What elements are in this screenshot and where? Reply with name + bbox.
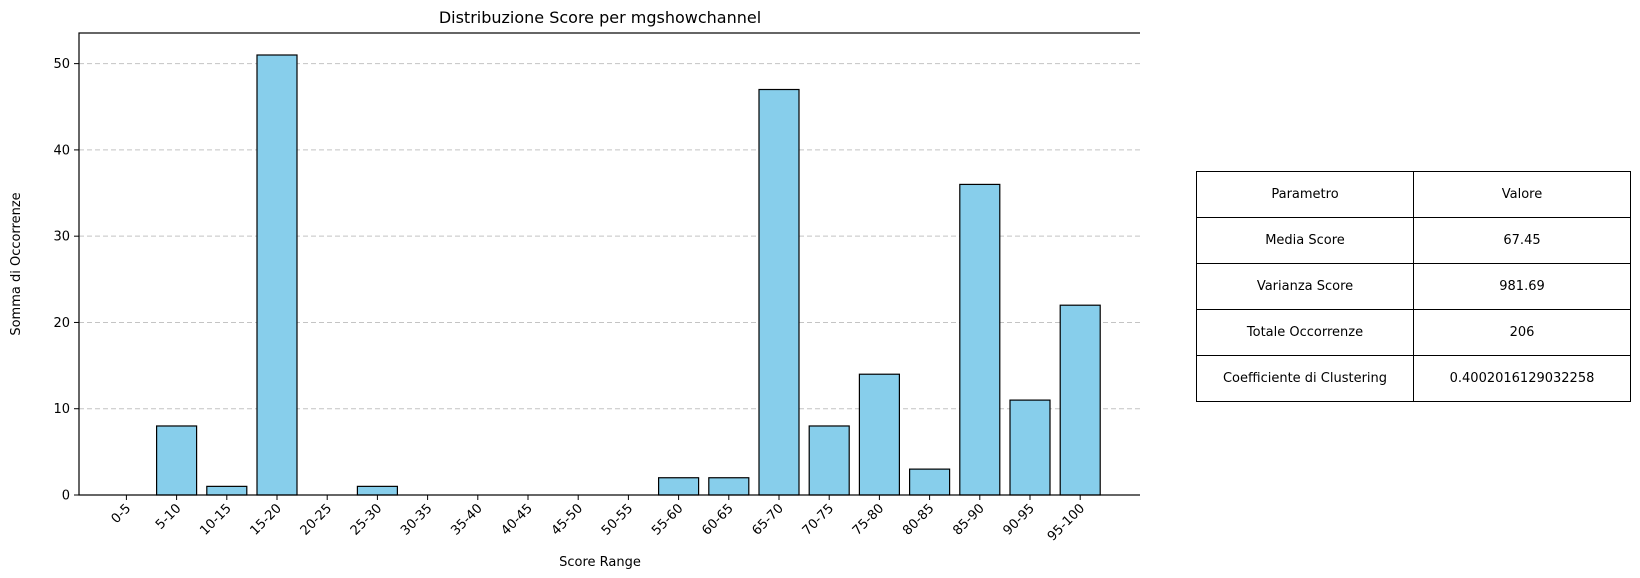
bar-90-95 bbox=[1009, 399, 1051, 496]
x-tick-label: 55-60 bbox=[649, 501, 686, 538]
table-cell-param: Media Score bbox=[1196, 217, 1414, 264]
x-tick-label: 50-55 bbox=[599, 501, 636, 538]
x-tick-label: 30-35 bbox=[398, 501, 435, 538]
bar-25-30 bbox=[356, 485, 398, 496]
x-tick-label: 25-30 bbox=[348, 501, 385, 538]
y-tick-label: 0 bbox=[62, 489, 70, 504]
grid-lines bbox=[79, 63, 1140, 410]
chart-title: Distribuzione Score per mgshowchannel bbox=[439, 8, 761, 27]
bar-10-15 bbox=[206, 485, 248, 496]
y-axis-label: Somma di Occorrenze bbox=[9, 192, 24, 335]
x-tick-label: 10-15 bbox=[197, 501, 234, 538]
bar-80-85 bbox=[908, 468, 951, 496]
table-header-row: Parametro Valore bbox=[1196, 171, 1631, 218]
table-cell-value: 206 bbox=[1413, 309, 1631, 356]
bar-5-10 bbox=[156, 425, 198, 496]
x-axis: 0-5 5-10 10-15 15-20 20-25 25-30 30-35 35-40 40-… bbox=[109, 495, 1088, 544]
table-row: Varianza Score 981.69 bbox=[1196, 263, 1631, 310]
table-cell-value: 981.69 bbox=[1413, 263, 1631, 310]
x-tick-label: 20-25 bbox=[298, 501, 335, 538]
x-tick-label: 70-75 bbox=[800, 501, 837, 538]
x-tick-label: 95-100 bbox=[1045, 501, 1088, 544]
table-cell-value: 67.45 bbox=[1413, 217, 1631, 264]
x-tick-label: 85-90 bbox=[950, 501, 987, 538]
x-tick-label: 75-80 bbox=[850, 501, 887, 538]
table-cell-param: Totale Occorrenze bbox=[1196, 309, 1414, 356]
bar-55-60 bbox=[657, 477, 700, 496]
table-row: Media Score 67.45 bbox=[1196, 217, 1631, 264]
x-tick-label: 15-20 bbox=[248, 501, 285, 538]
y-tick-label: 50 bbox=[53, 57, 70, 72]
bars bbox=[156, 54, 1101, 496]
y-tick-label: 30 bbox=[53, 230, 70, 245]
y-tick-label: 20 bbox=[53, 316, 70, 331]
bar-70-75 bbox=[808, 425, 850, 496]
y-tick-label: 40 bbox=[53, 143, 70, 158]
bar-95-100 bbox=[1059, 304, 1101, 496]
plot-frame bbox=[78, 32, 1140, 496]
table-cell-value: 0.4002016129032258 bbox=[1413, 355, 1631, 402]
bar-60-65 bbox=[708, 477, 750, 496]
table-row: Totale Occorrenze 206 bbox=[1196, 309, 1631, 356]
x-tick-label: 65-70 bbox=[750, 501, 787, 538]
bar-chart: 0 10 20 30 40 50 0-5 5-10 10-15 15-20 20-25 25-30 3… bbox=[9, 8, 1140, 570]
x-tick-label: 5-10 bbox=[153, 501, 184, 532]
bar-15-20 bbox=[256, 54, 298, 496]
table-cell-param: Coefficiente di Clustering bbox=[1196, 355, 1414, 402]
y-axis: 0 10 20 30 40 50 bbox=[53, 57, 79, 504]
x-tick-label: 40-45 bbox=[499, 501, 536, 538]
table-row: Coefficiente di Clustering 0.40020161290… bbox=[1196, 355, 1631, 402]
x-tick-label: 80-85 bbox=[900, 501, 937, 538]
stats-table: Parametro Valore Media Score 67.45 Varia… bbox=[1196, 171, 1631, 402]
header-cell-parametro: Parametro bbox=[1196, 171, 1414, 218]
x-tick-label: 45-50 bbox=[549, 501, 586, 538]
x-axis-label: Score Range bbox=[559, 555, 641, 570]
table-cell-param: Varianza Score bbox=[1196, 263, 1414, 310]
x-tick-label: 60-65 bbox=[699, 501, 736, 538]
bar-65-70 bbox=[758, 88, 800, 496]
bar-85-90 bbox=[959, 183, 1001, 496]
bar-75-80 bbox=[858, 373, 901, 496]
header-cell-valore: Valore bbox=[1413, 171, 1631, 218]
y-tick-label: 10 bbox=[53, 402, 70, 417]
x-tick-label: 35-40 bbox=[448, 501, 485, 538]
x-tick-label: 90-95 bbox=[1001, 501, 1038, 538]
x-tick-label: 0-5 bbox=[109, 501, 135, 527]
